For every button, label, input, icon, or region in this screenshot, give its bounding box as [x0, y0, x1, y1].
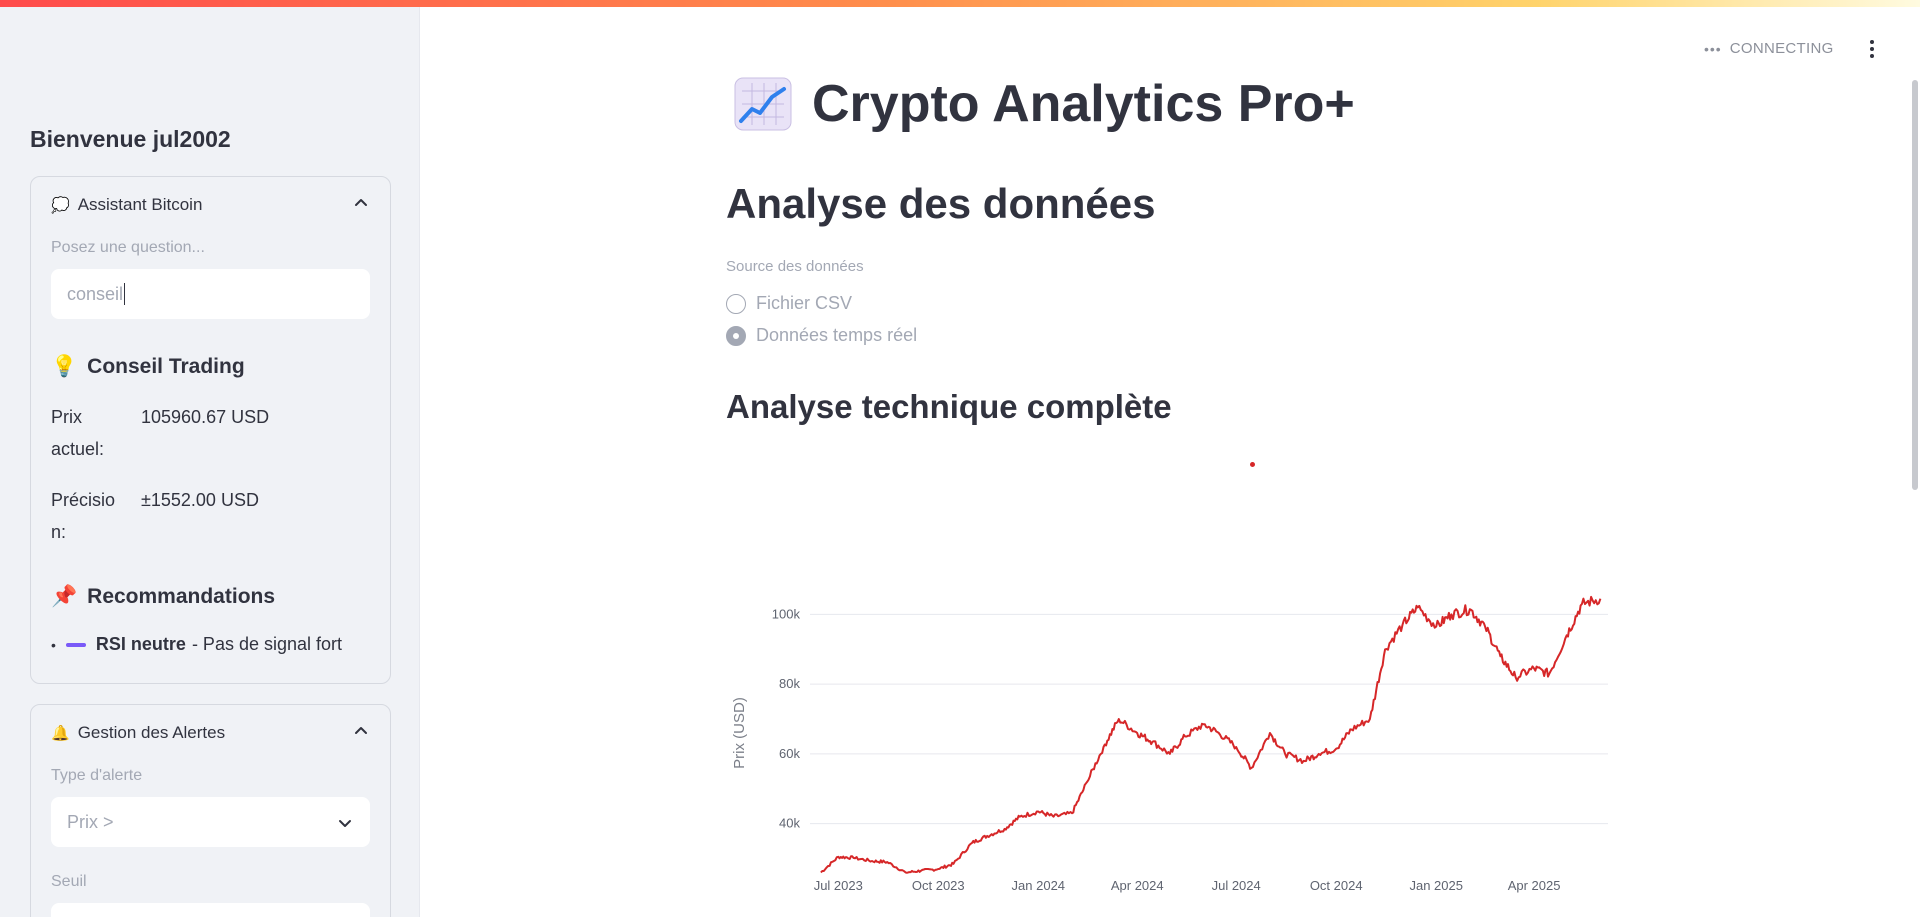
- assistant-title: Assistant Bitcoin: [77, 195, 203, 214]
- loading-dot: [1250, 462, 1255, 467]
- alert-type-value: Prix >: [67, 811, 114, 832]
- recommendations-heading-text: Recommandations: [87, 585, 276, 608]
- y-tick-label: 40k: [779, 816, 800, 831]
- chart-increasing-icon: [734, 77, 792, 131]
- radio-option-csv[interactable]: Fichier CSV: [726, 293, 852, 314]
- threshold-label: Seuil: [51, 873, 87, 890]
- status-text: CONNECTING: [1729, 40, 1834, 57]
- ellipsis-icon: •••: [1704, 40, 1722, 57]
- page-title: Crypto Analytics Pro+: [734, 74, 1355, 134]
- question-label: Posez une question...: [51, 239, 205, 256]
- price-chart-svg: 40k 60k 80k 100k Jul 2023 Oct 2023 Jan 2024 Apr…: [731, 595, 1608, 893]
- radio-unchecked-icon: [726, 293, 746, 314]
- x-tick-label: Apr 2024: [1111, 878, 1164, 893]
- x-tick-label: Jul 2024: [1212, 878, 1261, 893]
- y-axis-title: Prix (USD): [731, 697, 748, 769]
- x-tick-label: Jan 2024: [1012, 878, 1066, 893]
- radio-label-realtime: Données temps réel: [756, 325, 918, 345]
- y-tick-label: 80k: [779, 676, 800, 691]
- threshold-input[interactable]: [51, 903, 370, 917]
- precision-key-line2: n:: [51, 522, 67, 542]
- recommendations-heading: 📌 Recommandations: [51, 585, 275, 609]
- alerts-expander-header[interactable]: 🔔 Gestion des Alertes: [51, 723, 225, 743]
- bullet-icon: •: [51, 636, 56, 653]
- alerts-expander: 🔔 Gestion des Alertes Type d'alerte Prix…: [30, 704, 391, 917]
- recommendation-text: - Pas de signal fort: [191, 634, 343, 654]
- chevron-down-icon: [338, 815, 352, 829]
- price-chart: 40k 60k 80k 100k Jul 2023 Oct 2023 Jan 2024 Apr…: [720, 570, 1620, 917]
- alert-type-select[interactable]: Prix >: [51, 797, 370, 847]
- radio-checked-icon: [726, 325, 746, 346]
- precision-value: ±1552.00 USD: [141, 490, 259, 510]
- x-tick-label: Jan 2025: [1409, 878, 1463, 893]
- text-caret: [124, 283, 126, 305]
- top-decoration-stripe: [0, 0, 1920, 7]
- section-title: Analyse des données: [726, 180, 1156, 227]
- series-line: [820, 595, 1602, 874]
- precision-key: Précisio n:: [51, 484, 126, 548]
- welcome-heading: Bienvenue jul2002: [30, 126, 231, 152]
- subsection-title: Analyse technique complète: [726, 388, 1172, 425]
- x-tick-label: Apr 2025: [1508, 878, 1561, 893]
- price-key-line1: Prix: [51, 407, 82, 427]
- radio-option-realtime[interactable]: Données temps réel: [726, 325, 917, 346]
- source-label: Source des données: [726, 258, 864, 275]
- connection-status: ••• CONNECTING: [1704, 40, 1834, 57]
- light-bulb-icon: 💡: [51, 355, 78, 378]
- price-key-line2: actuel:: [51, 439, 105, 459]
- kebab-menu-icon[interactable]: [1868, 40, 1876, 60]
- advice-heading-text: Conseil Trading: [87, 355, 245, 378]
- assistant-expander-header[interactable]: 💭 Assistant Bitcoin: [51, 195, 202, 215]
- question-input-value: conseil: [67, 283, 124, 304]
- chevron-up-icon[interactable]: [354, 723, 368, 737]
- sidebar: Bienvenue jul2002 💭 Assistant Bitcoin Po…: [0, 0, 420, 917]
- recommendation-bold: RSI neutre: [95, 634, 186, 654]
- price-key: Prix actuel:: [51, 401, 126, 465]
- alerts-title: Gestion des Alertes: [77, 723, 226, 742]
- x-tick-label: Oct 2023: [912, 878, 965, 893]
- neutral-dash-icon: [65, 642, 86, 647]
- radio-label-csv: Fichier CSV: [756, 293, 853, 313]
- precision-key-line1: Précisio: [51, 490, 116, 510]
- price-value: 105960.67 USD: [141, 407, 270, 427]
- advice-heading: 💡 Conseil Trading: [51, 355, 245, 379]
- question-input[interactable]: conseil: [51, 269, 370, 319]
- alert-type-label: Type d'alerte: [51, 767, 143, 784]
- app-title-text: Crypto Analytics Pro+: [812, 75, 1355, 133]
- chevron-up-icon[interactable]: [354, 195, 368, 209]
- assistant-expander: 💭 Assistant Bitcoin Posez une question..…: [30, 176, 391, 684]
- x-tick-label: Jul 2023: [814, 878, 863, 893]
- bell-icon: 🔔: [51, 725, 70, 742]
- scrollbar[interactable]: [1912, 80, 1918, 490]
- y-tick-label: 60k: [779, 746, 800, 761]
- thought-bubble-icon: 💭: [51, 197, 70, 214]
- x-tick-label: Oct 2024: [1310, 878, 1363, 893]
- list-item: • RSI neutre - Pas de signal fort: [51, 634, 342, 655]
- pushpin-icon: 📌: [51, 585, 78, 608]
- y-tick-label: 100k: [772, 606, 801, 621]
